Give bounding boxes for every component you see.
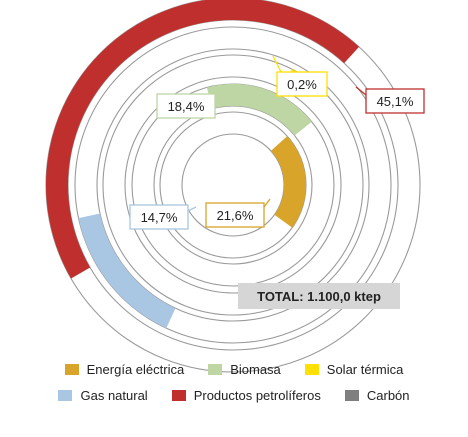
legend-label: Productos petrolíferos <box>193 387 321 403</box>
legend-label: Carbón <box>366 387 410 403</box>
legend-swatch <box>208 363 223 375</box>
legend-label: Gas natural <box>80 387 148 403</box>
legend-swatch <box>171 389 186 401</box>
bar-productos-petrol-feros <box>46 0 359 279</box>
label-leader <box>355 86 367 96</box>
legend-row-1: Energía eléctrica Biomasa Solar térmica <box>0 356 468 382</box>
label-value: 0,2% <box>287 77 317 92</box>
legend-item-biomasa: Biomasa <box>208 362 281 377</box>
data-label-2: 0,2% <box>272 55 328 97</box>
ring-outline-2-inner <box>153 105 313 265</box>
legend: Energía eléctrica Biomasa Solar térmica … <box>0 356 468 408</box>
ring-outline-4-outer <box>74 26 392 344</box>
legend-item-solar-termica: Solar térmica <box>304 361 404 377</box>
bar-biomasa <box>206 84 312 136</box>
total-label: TOTAL: 1.100,0 ktep <box>257 289 381 304</box>
legend-label: Biomasa <box>230 361 281 377</box>
legend-item-productos-petroliferos: Productos petrolíferos <box>171 387 321 403</box>
ring-outline-1-inner <box>181 133 285 237</box>
ring-outline-5-inner <box>67 19 399 351</box>
legend-swatch <box>58 389 73 401</box>
data-label-4: 45,1% <box>355 86 425 114</box>
legend-swatch <box>344 389 359 401</box>
label-leader <box>263 198 271 208</box>
data-label-3: 14,7% <box>129 204 197 230</box>
label-value: 14,7% <box>141 210 178 225</box>
label-value: 21,6% <box>217 208 254 223</box>
ring-outline-3-inner <box>124 76 342 294</box>
label-value: 45,1% <box>377 94 414 109</box>
ring-outline-4-inner <box>96 48 370 322</box>
legend-label: Solar térmica <box>326 361 404 377</box>
label-leader <box>187 206 197 212</box>
label-value: 18,4% <box>168 99 205 114</box>
data-arcs <box>46 0 359 329</box>
label-leader <box>214 95 222 99</box>
data-labels: 21,6% 18,4% 0,2% 14,7% 45,1% <box>129 55 425 230</box>
data-label-0: 21,6% <box>205 198 271 228</box>
label-box <box>205 202 265 228</box>
total-box: TOTAL: 1.100,0 ktep <box>238 283 400 309</box>
data-label-1: 18,4% <box>156 93 222 119</box>
legend-item-energia-electrica: Energía eléctrica <box>64 361 185 377</box>
ring-guides <box>45 0 421 373</box>
ring-outline-3-outer <box>102 54 364 316</box>
label-box <box>276 71 328 97</box>
label-leader <box>272 55 282 73</box>
label-box <box>129 204 189 230</box>
legend-item-gas-natural: Gas natural <box>58 387 148 403</box>
label-box <box>156 93 216 119</box>
bar-energ-a-el-ctrica <box>270 136 306 228</box>
legend-item-carbon: Carbón <box>344 387 410 403</box>
label-box <box>365 88 425 114</box>
bar-gas-natural <box>78 213 176 329</box>
legend-swatch <box>304 363 319 375</box>
legend-swatch <box>64 363 79 375</box>
legend-row-2: Gas natural Productos petrolíferos Carbó… <box>0 382 468 408</box>
legend-label: Energía eléctrica <box>86 361 185 377</box>
